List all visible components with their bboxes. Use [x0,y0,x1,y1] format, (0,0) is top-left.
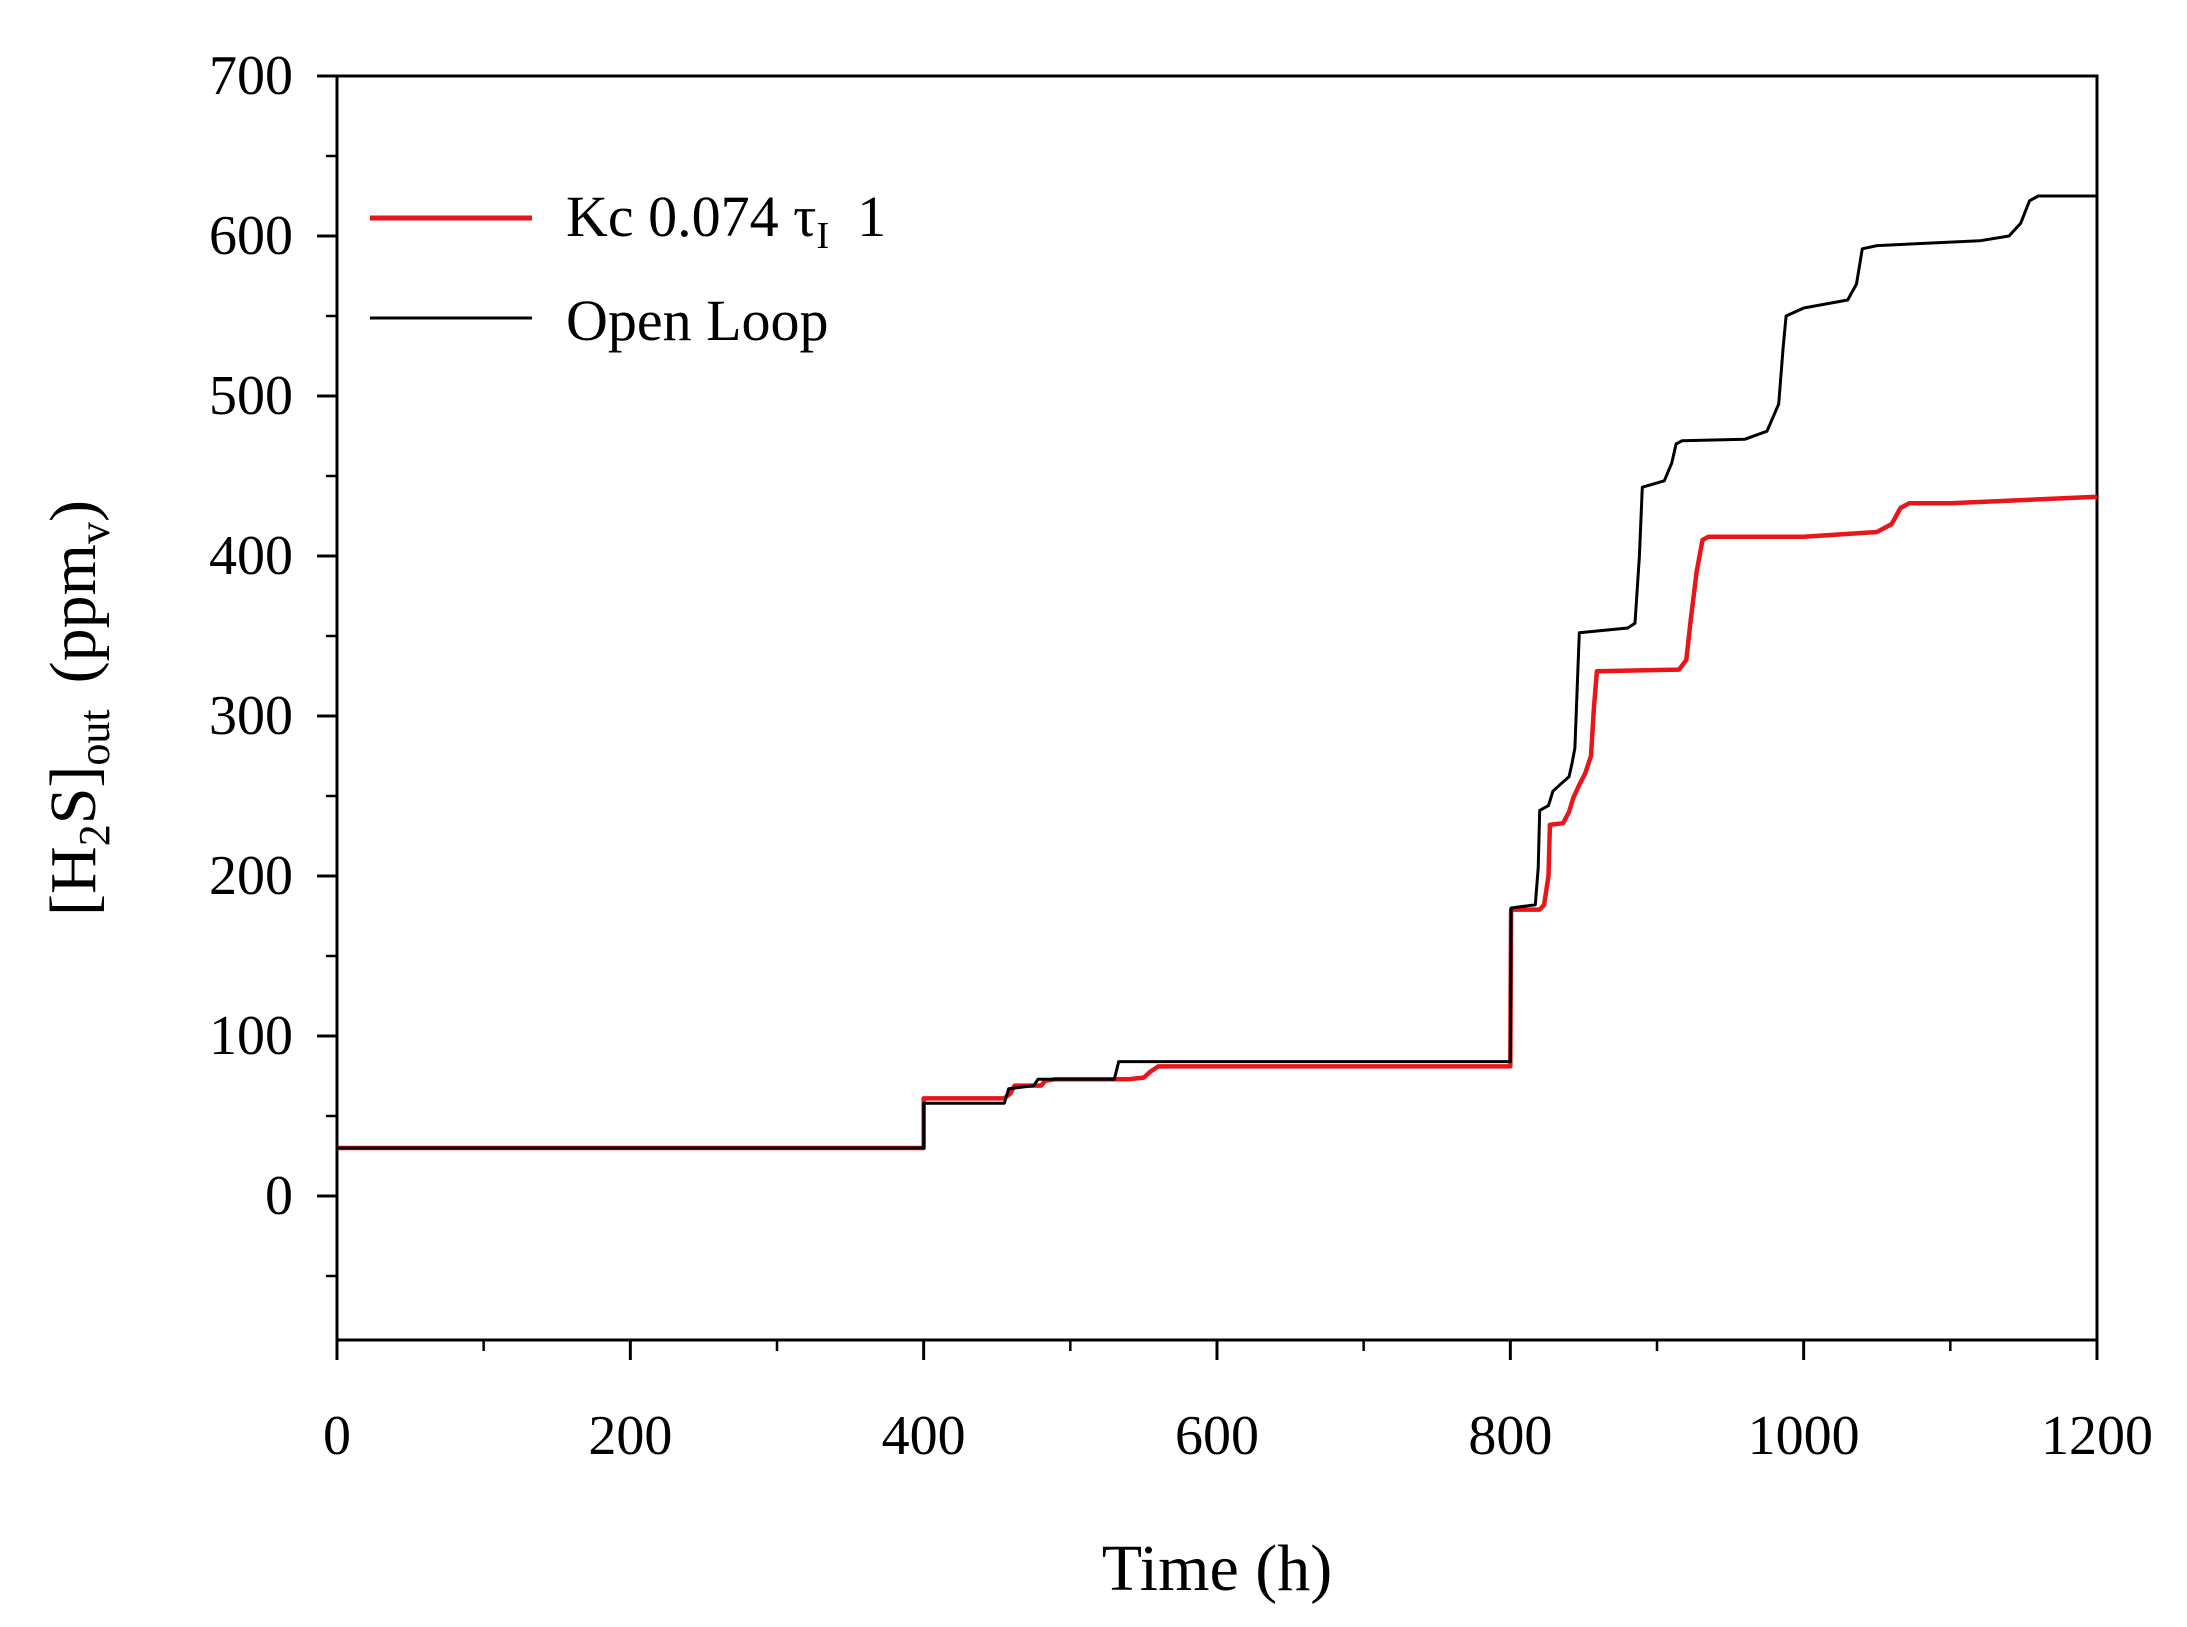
major-ticks [317,74,2099,1360]
y-tick-label-300: 300 [209,685,293,747]
x-tick-label-0: 0 [323,1405,351,1467]
y-axis-title: [H2S]out(ppmv) [37,500,119,916]
y-tick-label-400: 400 [209,525,293,587]
legend-label-open-loop: Open Loop [566,288,829,353]
x-tick-label-1000: 1000 [1748,1405,1860,1467]
x-tick-label-600: 600 [1175,1405,1259,1467]
y-tick-label-700: 700 [209,45,293,107]
y-tick-label-200: 200 [209,845,293,907]
x-tick-label-1200: 1200 [2041,1405,2153,1467]
series-lines [337,194,2098,1151]
minor-ticks [326,154,1952,1351]
series-line-controlled [337,494,2098,1151]
y-tick-label-0: 0 [265,1165,293,1227]
x-tick-label-200: 200 [588,1405,672,1467]
x-tick-label-800: 800 [1468,1405,1552,1467]
y-tick-label-100: 100 [209,1005,293,1067]
plot-frame [335,74,2099,1342]
legend-label-controlled: Kc 0.074 τI 1 [566,184,886,257]
y-tick-label-600: 600 [209,205,293,267]
x-tick-label-400: 400 [882,1405,966,1467]
series-line-open-loop [337,194,2097,1150]
y-tick-label-500: 500 [209,365,293,427]
legend: Kc 0.074 τI 1 Open Loop [370,184,886,353]
x-axis-title: Time (h) [1102,1532,1332,1605]
